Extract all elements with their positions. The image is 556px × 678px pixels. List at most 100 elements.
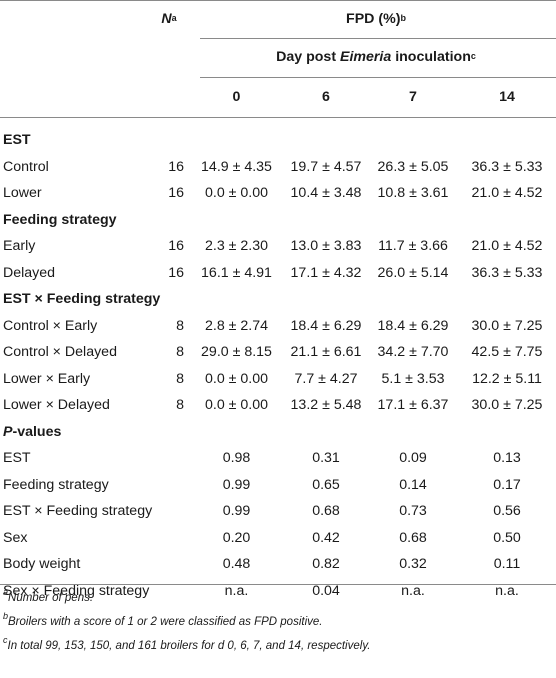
footnote-b: bBroilers with a score of 1 or 2 were cl…: [3, 612, 323, 628]
cell-day-14: 0.56: [493, 503, 521, 520]
table-row: Sex 0.20 0.42 0.68 0.50: [0, 525, 556, 552]
cell-day-7: 0.09: [399, 450, 427, 467]
day-6-header: 6: [322, 89, 330, 105]
day-header-italic: Eimeria: [339, 49, 392, 65]
cell-day-14: 30.0 ± 7.25: [471, 397, 543, 414]
cell-day-7: 5.1 ± 3.53: [381, 370, 445, 387]
cell-day-6: 19.7 ± 4.57: [290, 158, 362, 175]
day-header: Day post Eimeria inoculation c: [276, 49, 476, 65]
row-label: Delayed: [3, 264, 56, 281]
row-label: EST: [3, 450, 31, 467]
cell-day-7: 0.73: [399, 503, 427, 520]
row-n: 16: [168, 185, 184, 202]
footnote-sup: c: [3, 635, 8, 646]
row-n: 16: [168, 264, 184, 281]
section-title: P -values: [3, 419, 61, 446]
cell-day-7: 10.8 ± 3.61: [377, 185, 449, 202]
cell-day-14: 0.17: [493, 476, 521, 493]
section-title: Feeding strategy: [3, 211, 117, 228]
row-label: Control × Delayed: [3, 344, 117, 361]
cell-day-14: 21.0 ± 4.52: [471, 238, 543, 255]
row-n: 8: [176, 317, 184, 334]
cell-day-14: 12.2 ± 5.11: [472, 370, 542, 387]
row-label: EST × Feeding strategy: [3, 503, 153, 520]
table-row: Lower × Early 8 0.0 ± 0.00 7.7 ± 4.27 5.…: [0, 366, 556, 393]
cell-day-14: 0.11: [493, 556, 521, 573]
cell-day-14: 36.3 ± 5.33: [471, 158, 543, 175]
cell-day-6: 0.82: [312, 556, 340, 573]
cell-day-14: 21.0 ± 4.52: [471, 185, 543, 202]
footnote-sup: b: [3, 611, 9, 622]
table-row: EST 0.98 0.31 0.09 0.13: [0, 445, 556, 472]
cell-day-6: 18.4 ± 6.29: [290, 317, 362, 334]
day-rule: [200, 77, 556, 78]
table-row: Delayed 16 16.1 ± 4.91 17.1 ± 4.32 26.0 …: [0, 260, 556, 287]
section-header-p-values: P -values: [0, 419, 556, 446]
table-row: EST × Feeding strategy 0.99 0.68 0.73 0.…: [0, 498, 556, 525]
day-7-header: 7: [409, 89, 417, 105]
cell-day-0: 0.0 ± 0.00: [204, 397, 268, 414]
row-label: Sex: [3, 529, 28, 546]
cell-day-0: 16.1 ± 4.91: [201, 264, 272, 281]
row-label: Lower: [3, 185, 42, 202]
footnote-text: Number of pens.: [8, 592, 94, 604]
day-14-header: 14: [499, 89, 515, 105]
row-n: 8: [176, 370, 184, 387]
cell-day-6: 10.4 ± 3.48: [290, 185, 362, 202]
cell-day-6: 0.04: [312, 582, 340, 599]
cell-day-0: 29.0 ± 8.15: [201, 344, 272, 361]
cell-day-0: 0.20: [222, 529, 251, 546]
table-row: Lower 16 0.0 ± 0.00 10.4 ± 3.48 10.8 ± 3…: [0, 180, 556, 207]
table-row: Control 16 14.9 ± 4.35 19.7 ± 4.57 26.3 …: [0, 154, 556, 181]
table-bottom-rule: [0, 584, 556, 585]
cell-day-0: 0.99: [222, 476, 251, 493]
cell-day-7: 17.1 ± 6.37: [377, 397, 449, 414]
row-label: Lower × Delayed: [3, 397, 110, 414]
cell-day-0: 2.3 ± 2.30: [204, 238, 268, 255]
cell-day-6: 7.7 ± 4.27: [294, 370, 358, 387]
row-label: Body weight: [3, 556, 81, 573]
top-rule: [0, 0, 556, 1]
section-header-est: EST: [0, 127, 556, 154]
n-header-label: N: [161, 11, 172, 27]
row-label: Sex × Feeding strategy: [3, 582, 150, 599]
table-row: Feeding strategy 0.99 0.65 0.14 0.17: [0, 472, 556, 499]
row-n: 8: [176, 344, 184, 361]
footnote-text: Broilers with a score of 1 or 2 were cla…: [8, 616, 323, 628]
cell-day-6: 0.65: [312, 476, 340, 493]
footnote-a: aNumber of pens.: [3, 588, 94, 604]
row-label: Feeding strategy: [3, 476, 109, 493]
cell-day-6: 0.31: [312, 450, 340, 467]
row-n: 16: [168, 238, 184, 255]
day-header-suffix: inoculation: [391, 49, 471, 65]
day-header-prefix: Day post: [276, 49, 340, 65]
table-row: Sex × Feeding strategy n.a. 0.04 n.a. n.…: [0, 578, 556, 605]
row-n: 8: [176, 397, 184, 414]
cell-day-7: n.a.: [401, 582, 425, 599]
section-header-est-x-feeding-strategy: EST × Feeding strategy: [0, 286, 556, 313]
cell-day-0: 2.8 ± 2.74: [204, 317, 268, 334]
section-title-italic: P: [3, 423, 13, 440]
day-0-header: 0: [232, 89, 241, 105]
row-label: Control × Early: [3, 317, 98, 334]
footnote-c: cIn total 99, 153, 150, and 161 broilers…: [3, 636, 371, 652]
table-row: Lower × Delayed 8 0.0 ± 0.00 13.2 ± 5.48…: [0, 392, 556, 419]
fpd-rule: [200, 38, 556, 39]
cell-day-0: 14.9 ± 4.35: [201, 158, 272, 175]
cell-day-0: 0.0 ± 0.00: [204, 370, 268, 387]
cell-day-7: 34.2 ± 7.70: [377, 344, 449, 361]
header-bottom-rule: [0, 117, 556, 118]
table-row: Control × Delayed 8 29.0 ± 8.15 21.1 ± 6…: [0, 339, 556, 366]
cell-day-7: 0.32: [399, 556, 427, 573]
cell-day-14: 0.50: [493, 529, 521, 546]
footnote-text: In total 99, 153, 150, and 161 broilers …: [7, 640, 371, 652]
table-row: Early 16 2.3 ± 2.30 13.0 ± 3.83 11.7 ± 3…: [0, 233, 556, 260]
footnote-sup: a: [3, 587, 9, 598]
cell-day-6: 13.2 ± 5.48: [290, 397, 362, 414]
section-header-feeding-strategy: Feeding strategy: [0, 207, 556, 234]
cell-day-6: 0.68: [312, 503, 340, 520]
table-body: EST Control 16 14.9 ± 4.35 19.7 ± 4.57 2…: [0, 127, 556, 604]
cell-day-7: 11.7 ± 3.66: [378, 238, 448, 255]
cell-day-6: 21.1 ± 6.61: [290, 344, 362, 361]
